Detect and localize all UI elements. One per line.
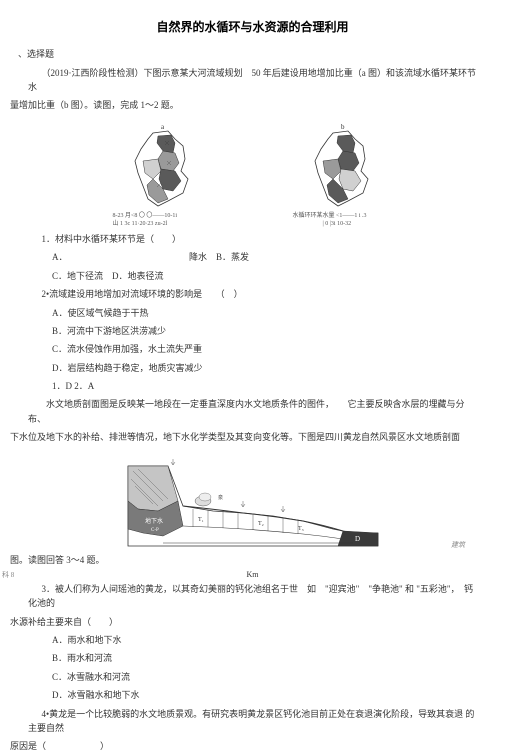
- map-figures: a 8-23 月<8 〇 〇——10-1i 山 1 3c 11·20·23 zu…: [28, 121, 477, 228]
- page-title: 自然界的水循环与水资源的合理利用: [28, 18, 477, 37]
- q2-option-c: C．流水侵蚀作用加强，水土流失严重: [52, 342, 477, 356]
- cross-section-svg: 地下水 C-P T₁ T₂ T₃ D 泉: [123, 451, 383, 551]
- q1-option-c: C．地下径流 D．地表径流: [52, 269, 477, 283]
- question-4-line1: 4•黄龙是一个比较脆弱的水文地质景观。有研究表明黄龙景区钙化池目前正处在衰退演化…: [28, 707, 477, 736]
- q3-option-a: A．雨水和地下水: [52, 633, 477, 647]
- question-2: 2•流域建设用地增加对流域环境的影响是 （ ）: [28, 287, 477, 301]
- q3-option-d: D．冰雪融水和地下水: [52, 688, 477, 702]
- map-a-svg: a: [113, 121, 213, 211]
- intro-text-1: （2019·江西阶段性检测）下图示意某大河流域规划 50 年后建设用地增加比重（…: [28, 66, 477, 95]
- question-3-line2: 水源补给主要来自（ ）: [10, 615, 477, 629]
- q3-option-c: C．冰雪融水和河流: [52, 670, 477, 684]
- km-label: Km: [28, 569, 477, 582]
- svg-text:b: b: [341, 123, 345, 131]
- map-a-caption-1: 8-23 月<8 〇 〇——10-1i: [113, 213, 213, 220]
- svg-text:C-P: C-P: [151, 528, 159, 533]
- question-3-line1: 3．被人们称为人间瑶池的黄龙，以其奇幻美丽的钙化池组名于世 如 "迎宾池" "争…: [28, 582, 477, 611]
- q2-option-a: A．使区域气候趋于干热: [52, 306, 477, 320]
- cross-section-figure: 地下水 C-P T₁ T₂ T₃ D 泉: [28, 451, 477, 551]
- figure-caption: 图。读图回答 3～4 题。: [10, 553, 477, 567]
- svg-text:T₂: T₂: [258, 521, 264, 527]
- map-b-block: b 水循环环某水量 <1——1 i .3 | 0 |3i 10-32: [283, 121, 403, 228]
- para-hydrogeo-2: 下水位及地下水的补给、排泄等情况，地下水化学类型及其变向变化等。下图是四川黄龙自…: [10, 430, 477, 444]
- left-margin-mark: 科 8: [2, 570, 14, 581]
- section-heading: 、选择题: [18, 47, 477, 61]
- q1-option-a: A． 降水 B．蒸发: [52, 250, 477, 264]
- map-a-caption-2: 山 1 3c 11·20·23 zu-2l: [113, 221, 213, 228]
- svg-text:T₁: T₁: [198, 517, 204, 523]
- question-4-line2: 原因是（ ）: [10, 739, 477, 753]
- q3-option-b: B．雨水和河流: [52, 651, 477, 665]
- svg-text:D: D: [355, 535, 360, 543]
- map-a-block: a 8-23 月<8 〇 〇——10-1i 山 1 3c 11·20·23 zu…: [103, 121, 223, 228]
- answer-1-2: 1．D 2．A: [52, 379, 477, 393]
- q2-option-d: D．岩层结构趋于稳定，地质灾害减少: [52, 361, 477, 375]
- para-hydrogeo-1: 水文地质剖面图是反映某一地段在一定垂直深度内水文地质条件的图件， 它主要反映含水…: [28, 397, 477, 426]
- map-b-svg: b: [293, 121, 393, 211]
- q2-option-b: B．河流中下游地区洪涝减少: [52, 324, 477, 338]
- intro-text-2: 量增加比重（b 图）。读图，完成 1～2 题。: [10, 98, 477, 112]
- map-b-caption-1: 水循环环某水量 <1——1 i .3: [293, 213, 393, 220]
- question-1: 1．材料中水循环某环节是（ ）: [28, 232, 477, 246]
- map-b-caption-2: | 0 |3i 10-32: [293, 221, 393, 228]
- svg-text:T₃: T₃: [298, 526, 304, 532]
- svg-text:泉: 泉: [218, 494, 223, 501]
- right-margin-note: 建筑: [451, 540, 465, 551]
- svg-text:地下水: 地下水: [145, 517, 163, 525]
- svg-text:a: a: [161, 123, 165, 131]
